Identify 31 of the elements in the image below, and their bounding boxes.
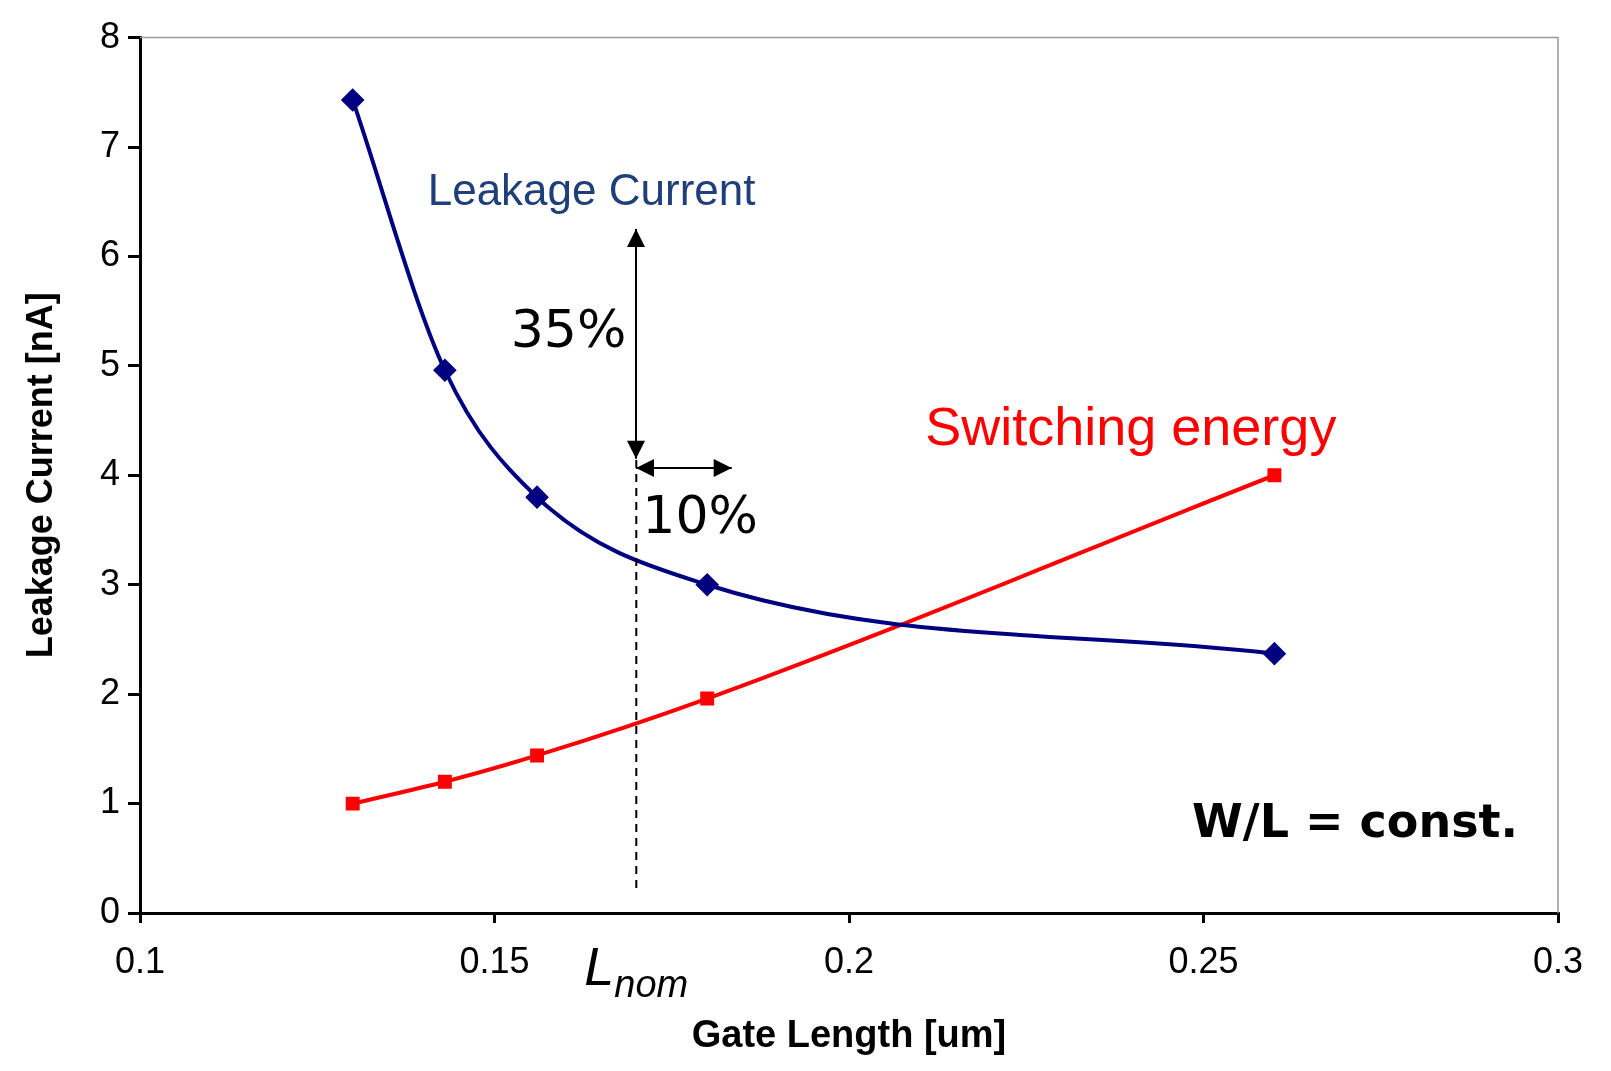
y-tick-label: 4	[99, 452, 120, 494]
y-tick-label: 5	[99, 342, 120, 384]
point	[1263, 642, 1286, 665]
annotation: W/L = const.	[1192, 794, 1518, 849]
y-tick-label: 2	[99, 671, 120, 713]
point	[341, 88, 364, 111]
x-tick-label: 0.3	[1532, 939, 1584, 981]
y-axis-title: Leakage Current [nA]	[18, 292, 60, 659]
point	[437, 774, 452, 789]
point	[1267, 468, 1282, 483]
point	[696, 573, 719, 596]
series-label: Switching energy	[925, 396, 1337, 457]
y-tick-label: 6	[99, 233, 120, 275]
y-tick-label: 7	[99, 123, 120, 165]
y-tick-label: 0	[99, 889, 120, 931]
point	[433, 359, 456, 382]
point	[700, 691, 715, 706]
x-tick-label: 0.15	[459, 939, 530, 981]
x-axis-title: Gate Length [um]	[691, 1012, 1007, 1055]
x-tick-label: 0.1	[114, 939, 166, 981]
y-tick-label: 1	[99, 780, 120, 822]
annotation: 10%	[642, 484, 758, 545]
point	[526, 486, 549, 509]
series-label: Leakage Current	[427, 164, 756, 214]
y-tick-label: 8	[99, 14, 120, 56]
annotation: 35%	[510, 298, 627, 359]
x-tick-label: 0.25	[1168, 939, 1239, 981]
point	[345, 796, 360, 811]
y-tick-label: 3	[99, 561, 120, 603]
point	[530, 748, 544, 763]
x-tick-label: 0.2	[823, 939, 875, 981]
